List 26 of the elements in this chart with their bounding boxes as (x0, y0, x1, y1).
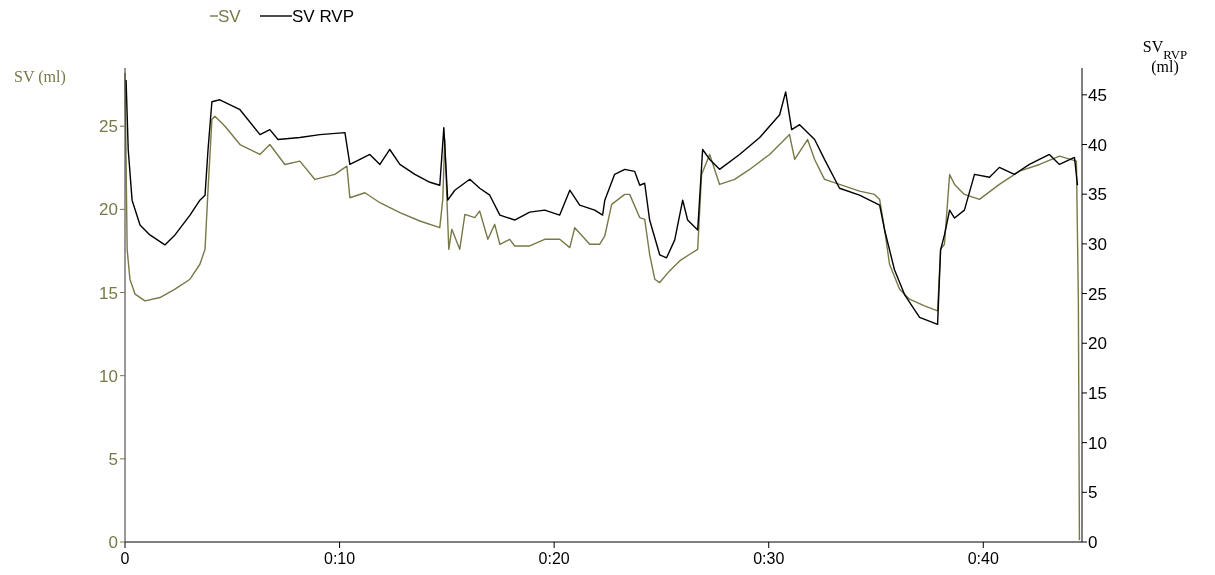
y2-tick-label: 10 (1088, 433, 1107, 453)
y-tick-label: 5 (108, 449, 118, 469)
y2-tick-label: 20 (1088, 334, 1107, 354)
y-tick-label: 0 (108, 533, 118, 552)
legend-label: SV RVP (292, 7, 355, 26)
y-tick-label: 20 (99, 200, 118, 220)
y-axis-title: SV (ml) (14, 68, 66, 86)
y-tick-label: 15 (99, 283, 118, 303)
y2-tick-label: 35 (1088, 185, 1107, 205)
y-tick-label: 25 (99, 117, 118, 137)
x-tick-label: 0 (120, 550, 130, 567)
y2-axis-title: SV$_{RVP}$ (ml) (1142, 38, 1188, 76)
line-series (125, 79, 1079, 326)
y2-tick-label: 25 (1088, 284, 1107, 304)
y2-tick-label: 15 (1088, 383, 1107, 403)
x-tick-label: 0:30 (753, 550, 785, 567)
y2-tick-label: 5 (1088, 483, 1098, 503)
x-tick-label: 0:20 (538, 550, 570, 567)
legend-label: SV (218, 7, 242, 26)
y2-tick-label: 30 (1088, 234, 1107, 254)
x-tick-label: 0:10 (324, 550, 356, 567)
x-tick-label: 0:40 (967, 550, 999, 567)
y2-tick-label: 45 (1088, 85, 1107, 105)
y2-tick-label: 0 (1088, 533, 1098, 552)
y2-tick-label: 40 (1088, 135, 1107, 155)
y-tick-label: 10 (99, 366, 118, 386)
